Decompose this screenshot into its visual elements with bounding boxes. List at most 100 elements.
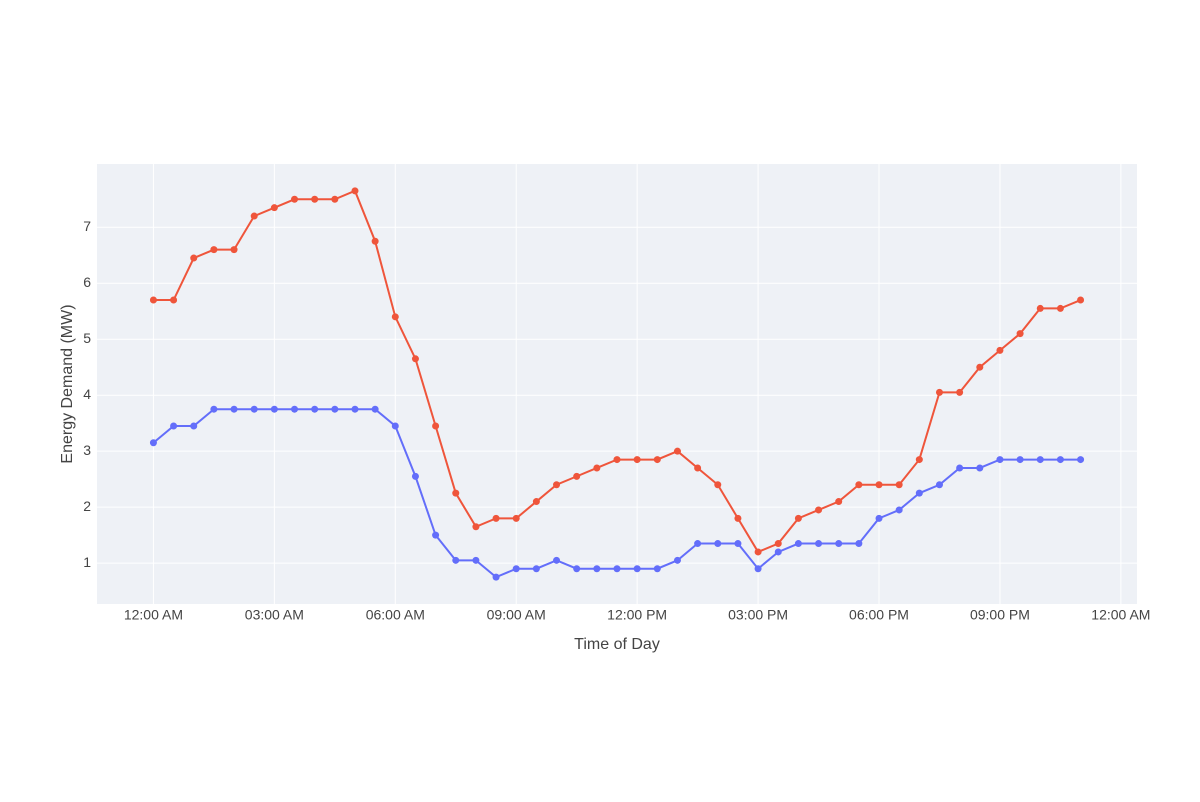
- data-point: [1036, 304, 1044, 312]
- x-tick-label: 06:00 AM: [366, 607, 425, 623]
- data-point: [331, 405, 339, 413]
- x-tick-label: 12:00 AM: [124, 607, 183, 623]
- data-point: [794, 540, 802, 548]
- data-point: [714, 481, 722, 489]
- plot-background: [97, 164, 1137, 604]
- data-point: [875, 514, 883, 522]
- x-tick-label: 06:00 PM: [849, 607, 909, 623]
- data-point: [996, 346, 1004, 354]
- data-point: [774, 548, 782, 556]
- data-point: [1056, 456, 1064, 464]
- data-point: [976, 464, 984, 472]
- y-tick-label: 5: [83, 330, 91, 346]
- data-point: [593, 565, 601, 573]
- data-point: [835, 540, 843, 548]
- data-point: [391, 422, 399, 430]
- data-point: [452, 556, 460, 564]
- data-point: [331, 195, 339, 203]
- data-point: [1077, 296, 1085, 304]
- data-point: [230, 246, 238, 254]
- data-point: [411, 355, 419, 363]
- data-point: [774, 540, 782, 548]
- data-point: [230, 405, 238, 413]
- data-point: [734, 514, 742, 522]
- data-point: [1016, 456, 1024, 464]
- data-point: [371, 237, 379, 245]
- data-point: [855, 481, 863, 489]
- data-point: [875, 481, 883, 489]
- data-point: [835, 498, 843, 506]
- data-point: [956, 464, 964, 472]
- data-point: [1036, 456, 1044, 464]
- data-point: [210, 405, 218, 413]
- data-point: [351, 187, 359, 195]
- data-point: [754, 565, 762, 573]
- data-point: [532, 565, 540, 573]
- data-point: [170, 422, 178, 430]
- data-point: [391, 313, 399, 321]
- data-point: [935, 388, 943, 396]
- data-point: [633, 565, 641, 573]
- data-point: [976, 363, 984, 371]
- x-tick-label: 09:00 AM: [487, 607, 546, 623]
- data-point: [633, 456, 641, 464]
- data-point: [815, 540, 823, 548]
- data-point: [512, 514, 520, 522]
- data-point: [270, 204, 278, 212]
- data-point: [270, 405, 278, 413]
- data-point: [653, 456, 661, 464]
- data-point: [895, 481, 903, 489]
- data-point: [553, 481, 561, 489]
- x-tick-label: 09:00 PM: [970, 607, 1030, 623]
- data-point: [170, 296, 178, 304]
- data-point: [996, 456, 1004, 464]
- data-point: [915, 489, 923, 497]
- data-point: [210, 246, 218, 254]
- data-point: [371, 405, 379, 413]
- data-point: [694, 464, 702, 472]
- data-point: [149, 439, 157, 447]
- data-point: [1056, 304, 1064, 312]
- data-point: [673, 556, 681, 564]
- data-point: [573, 565, 581, 573]
- data-point: [472, 556, 480, 564]
- data-point: [653, 565, 661, 573]
- data-point: [573, 472, 581, 480]
- y-tick-label: 3: [83, 442, 91, 458]
- data-point: [915, 456, 923, 464]
- x-tick-label: 12:00 AM: [1091, 607, 1150, 623]
- data-point: [895, 506, 903, 514]
- data-point: [311, 405, 319, 413]
- data-point: [734, 540, 742, 548]
- y-tick-label: 4: [83, 386, 91, 402]
- data-point: [1077, 456, 1085, 464]
- data-point: [935, 481, 943, 489]
- data-point: [351, 405, 359, 413]
- data-point: [190, 254, 198, 262]
- data-point: [714, 540, 722, 548]
- data-point: [855, 540, 863, 548]
- data-point: [613, 565, 621, 573]
- data-point: [512, 565, 520, 573]
- data-point: [553, 556, 561, 564]
- data-point: [432, 531, 440, 539]
- data-point: [794, 514, 802, 522]
- data-point: [492, 514, 500, 522]
- x-tick-label: 03:00 AM: [245, 607, 304, 623]
- data-point: [250, 405, 258, 413]
- data-point: [532, 498, 540, 506]
- y-tick-label: 2: [83, 498, 91, 514]
- data-point: [411, 472, 419, 480]
- data-point: [956, 388, 964, 396]
- data-point: [291, 405, 299, 413]
- data-point: [673, 447, 681, 455]
- x-axis-title: Time of Day: [574, 636, 660, 653]
- data-point: [694, 540, 702, 548]
- y-axis-title: Energy Demand (MW): [59, 304, 76, 463]
- data-point: [593, 464, 601, 472]
- data-point: [815, 506, 823, 514]
- data-point: [250, 212, 258, 220]
- x-tick-label: 12:00 PM: [607, 607, 667, 623]
